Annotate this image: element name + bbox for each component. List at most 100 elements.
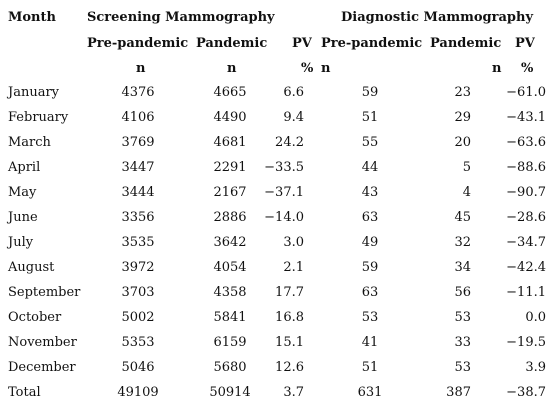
screening-pandemic-cell: 4358 (213, 285, 247, 300)
screening-pv-cell: 12.6 (275, 360, 304, 375)
diagnostic-pv-cell: −42.4 (506, 260, 546, 275)
diagnostic-pre-pandemic-header: Pre-pandemic (321, 36, 423, 51)
diagnostic-pandemic-cell: 53 (454, 310, 471, 325)
diagnostic-pandemic-header: Pandemic (430, 36, 502, 51)
diagnostic-pre-pandemic-cell: 631 (357, 385, 383, 400)
screening-pandemic-cell: 50914 (209, 385, 251, 400)
screening-pre-pandemic-cell: 3356 (121, 210, 155, 225)
screening-pv-cell: −37.1 (264, 185, 304, 200)
screening-pv-cell: 24.2 (275, 135, 304, 150)
diagnostic-pre-unit: n (321, 61, 331, 76)
diagnostic-pv-cell: 0.0 (525, 310, 546, 325)
screening-pv-cell: 6.6 (283, 85, 304, 100)
diagnostic-pre-pandemic-cell: 53 (361, 310, 379, 325)
screening-pandemic-cell: 2167 (213, 185, 247, 200)
diagnostic-pan-unit: n (492, 61, 502, 76)
screening-pandemic-cell: 4054 (213, 260, 247, 275)
screening-pv-cell: 3.7 (283, 385, 304, 400)
screening-pre-pandemic-cell: 3769 (121, 135, 155, 150)
diagnostic-pv-unit: % (521, 61, 534, 76)
diagnostic-pandemic-cell: 45 (454, 210, 471, 225)
month-cell: August (8, 260, 55, 275)
diagnostic-pre-pandemic-cell: 59 (361, 85, 379, 100)
diagnostic-pv-cell: −61.0 (506, 85, 546, 100)
diagnostic-pre-pandemic-cell: 44 (361, 160, 379, 175)
screening-pandemic-cell: 5841 (213, 310, 247, 325)
diagnostic-pv-cell: −34.7 (506, 235, 546, 250)
month-cell: November (8, 335, 77, 350)
diagnostic-pv-cell: −11.1 (506, 285, 546, 300)
diagnostic-pv-cell: −38.7 (506, 385, 546, 400)
diagnostic-pre-pandemic-cell: 55 (361, 135, 379, 150)
month-cell: March (8, 135, 51, 150)
month-cell: February (8, 110, 69, 125)
screening-pandemic-cell: 4681 (213, 135, 247, 150)
screening-pandemic-cell: 4665 (213, 85, 247, 100)
screening-pre-pandemic-cell: 3535 (121, 235, 155, 250)
diagnostic-pre-pandemic-cell: 41 (361, 335, 379, 350)
diagnostic-pandemic-cell: 56 (454, 285, 471, 300)
diagnostic-pandemic-cell: 53 (454, 360, 471, 375)
month-column-header: Month (8, 10, 56, 25)
screening-pre-pandemic-header: Pre-pandemic (87, 36, 189, 51)
diagnostic-pre-pandemic-cell: 49 (361, 235, 379, 250)
diagnostic-pv-cell: −19.5 (506, 335, 546, 350)
screening-pv-cell: 15.1 (275, 335, 304, 350)
diagnostic-pre-pandemic-cell: 43 (361, 185, 379, 200)
diagnostic-pandemic-cell: 5 (462, 160, 471, 175)
screening-pv-cell: 3.0 (283, 235, 304, 250)
month-cell: October (8, 310, 62, 325)
screening-pre-pandemic-cell: 4376 (121, 85, 155, 100)
screening-group-header: Screening Mammography (87, 10, 275, 25)
screening-pv-cell: 16.8 (275, 310, 304, 325)
diagnostic-pandemic-cell: 32 (454, 235, 471, 250)
screening-pandemic-cell: 2886 (213, 210, 247, 225)
screening-pre-pandemic-cell: 3972 (121, 260, 155, 275)
screening-pre-pandemic-cell: 3447 (121, 160, 155, 175)
screening-pandemic-cell: 5680 (213, 360, 247, 375)
screening-pv-cell: 9.4 (283, 110, 304, 125)
screening-pan-unit: n (227, 61, 237, 76)
screening-pandemic-cell: 4490 (213, 110, 247, 125)
screening-pre-pandemic-cell: 4106 (121, 110, 155, 125)
diagnostic-pre-pandemic-cell: 59 (361, 260, 379, 275)
screening-pre-pandemic-cell: 5046 (121, 360, 155, 375)
screening-pandemic-cell: 3642 (213, 235, 247, 250)
diagnostic-pandemic-cell: 23 (454, 85, 471, 100)
month-cell: July (8, 235, 34, 250)
diagnostic-pv-cell: 3.9 (525, 360, 546, 375)
screening-pv-cell: 17.7 (275, 285, 304, 300)
month-cell: April (8, 160, 41, 175)
diagnostic-pv-cell: −63.6 (506, 135, 546, 150)
diagnostic-pandemic-cell: 29 (454, 110, 471, 125)
diagnostic-pre-pandemic-cell: 63 (361, 210, 379, 225)
month-cell: Total (8, 385, 41, 400)
diagnostic-pv-header: PV (515, 36, 535, 51)
screening-pre-pandemic-cell: 49109 (117, 385, 159, 400)
diagnostic-pre-pandemic-cell: 51 (361, 360, 379, 375)
screening-pv-cell: 2.1 (283, 260, 304, 275)
screening-pandemic-cell: 6159 (213, 335, 247, 350)
diagnostic-pre-pandemic-cell: 51 (361, 110, 379, 125)
screening-pre-pandemic-cell: 3444 (121, 185, 155, 200)
diagnostic-group-header: Diagnostic Mammography (341, 10, 534, 25)
month-cell: September (8, 285, 81, 300)
month-cell: June (8, 210, 38, 225)
month-cell: January (8, 85, 60, 100)
screening-pv-cell: −14.0 (264, 210, 304, 225)
diagnostic-pv-cell: −43.1 (506, 110, 546, 125)
screening-pre-pandemic-cell: 5353 (121, 335, 155, 350)
diagnostic-pandemic-cell: 4 (462, 185, 471, 200)
screening-pv-cell: −33.5 (264, 160, 304, 175)
diagnostic-pv-cell: −88.6 (506, 160, 546, 175)
diagnostic-pandemic-cell: 33 (454, 335, 471, 350)
screening-pre-pandemic-cell: 3703 (121, 285, 155, 300)
diagnostic-pandemic-cell: 34 (454, 260, 471, 275)
screening-pandemic-cell: 2291 (213, 160, 247, 175)
screening-pre-unit: n (136, 61, 146, 76)
screening-pv-header: PV (292, 36, 312, 51)
screening-pandemic-header: Pandemic (196, 36, 268, 51)
diagnostic-pv-cell: −90.7 (506, 185, 546, 200)
screening-pre-pandemic-cell: 5002 (121, 310, 155, 325)
month-cell: December (8, 360, 76, 375)
